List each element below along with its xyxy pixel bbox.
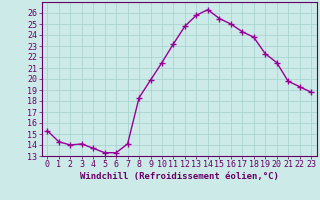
X-axis label: Windchill (Refroidissement éolien,°C): Windchill (Refroidissement éolien,°C) xyxy=(80,172,279,181)
